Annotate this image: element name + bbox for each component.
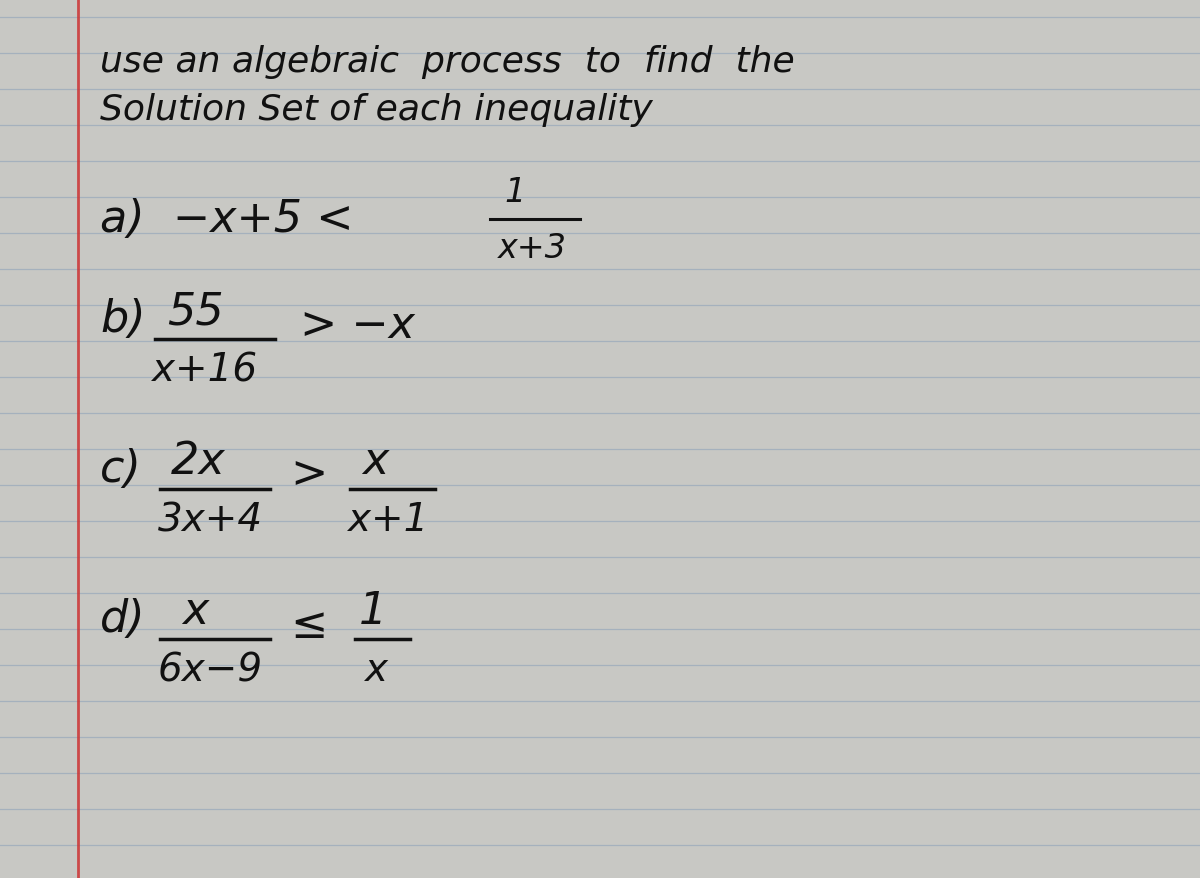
Text: x+16: x+16	[152, 350, 258, 389]
Text: a)  −x+5 <: a) −x+5 <	[100, 198, 354, 241]
Text: > −x: > −x	[300, 303, 415, 346]
Text: 1: 1	[359, 590, 388, 633]
Text: x: x	[182, 590, 208, 633]
Text: use an algebraic  process  to  find  the: use an algebraic process to find the	[100, 45, 794, 79]
Text: x+1: x+1	[348, 500, 428, 538]
Text: 6x−9: 6x−9	[157, 651, 263, 688]
Text: ≤: ≤	[290, 603, 328, 645]
Text: c): c)	[100, 448, 142, 491]
Text: 55: 55	[167, 290, 223, 333]
Text: x: x	[362, 440, 388, 483]
Text: 2x: 2x	[170, 440, 226, 483]
Text: d): d)	[100, 598, 145, 641]
Text: b): b)	[100, 299, 145, 342]
Text: >: >	[290, 453, 328, 496]
Text: 3x+4: 3x+4	[157, 500, 263, 538]
Text: Solution Set of each inequality: Solution Set of each inequality	[100, 93, 653, 126]
Text: 1: 1	[504, 176, 526, 208]
Text: x+3: x+3	[498, 231, 566, 264]
Text: x: x	[366, 651, 389, 688]
